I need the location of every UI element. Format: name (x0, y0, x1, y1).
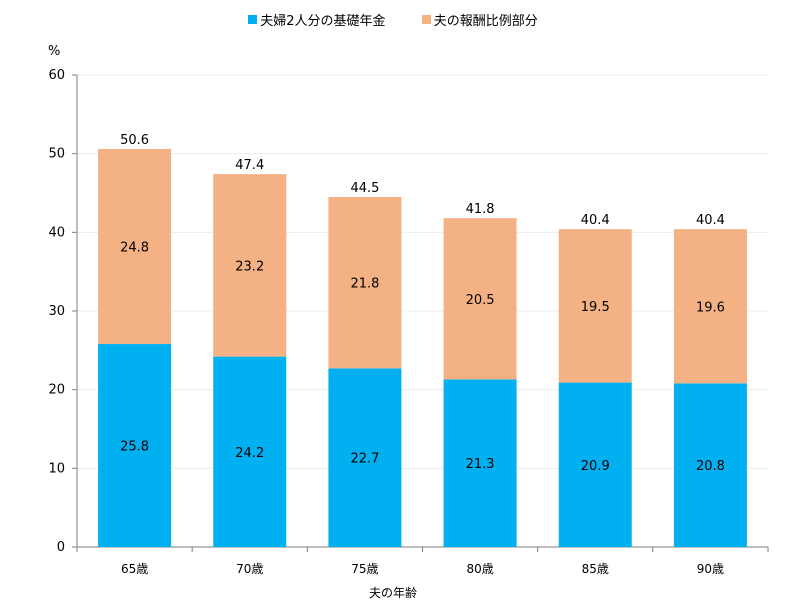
bar-value-label-basic-pension: 25.8 (120, 440, 149, 455)
bar-segment-basic-pension (98, 344, 172, 547)
bar-segment-basic-pension (213, 356, 287, 547)
bar-value-label-basic-pension: 24.2 (235, 446, 264, 461)
bar-total-label: 40.4 (581, 213, 610, 228)
x-tick-label: 75歳 (351, 562, 378, 576)
legend-swatch-basic-pension (248, 15, 258, 24)
x-tick-label: 65歳 (121, 562, 148, 576)
bar-value-label-basic-pension: 22.7 (350, 452, 379, 467)
bar-total-label: 44.5 (350, 181, 379, 196)
y-axis-unit: % (48, 44, 61, 59)
y-tick-label: 50 (48, 147, 65, 162)
bar-value-label-basic-pension: 21.3 (466, 457, 495, 472)
y-tick-label: 30 (48, 304, 65, 319)
bar-total-label: 47.4 (235, 158, 264, 173)
y-tick-label: 40 (48, 225, 65, 240)
bar-total-label: 41.8 (466, 202, 495, 217)
bar-value-label-basic-pension: 20.9 (581, 459, 610, 474)
bar-segment-basic-pension (328, 368, 402, 547)
x-tick-label: 70歳 (236, 562, 263, 576)
bar-segment-earnings-related (213, 174, 287, 357)
bar-segment-basic-pension (673, 383, 747, 547)
bar-value-label-basic-pension: 20.8 (696, 459, 725, 474)
bar-segment-earnings-related (673, 229, 747, 384)
bar-segment-basic-pension (558, 382, 632, 547)
legend: 夫婦2人分の基礎年金 夫の報酬比例部分 (0, 10, 786, 29)
x-axis-title: 夫の年齢 (368, 586, 417, 600)
bar-value-label-earnings-related: 24.8 (120, 240, 149, 255)
legend-label-earnings-related: 夫の報酬比例部分 (433, 14, 538, 29)
y-tick-label: 20 (48, 383, 65, 398)
bar-segment-basic-pension (443, 379, 517, 547)
x-tick-label: 80歳 (466, 562, 493, 576)
bar-segment-earnings-related (443, 218, 517, 380)
legend-label-basic-pension: 夫婦2人分の基礎年金 (260, 14, 386, 29)
legend-swatch-earnings-related (421, 15, 431, 24)
y-tick-label: 60 (48, 68, 65, 83)
bar-segment-earnings-related (328, 196, 402, 369)
x-tick-label: 85歳 (582, 562, 609, 576)
legend-item-earnings-related: 夫の報酬比例部分 (421, 10, 538, 29)
bar-total-label: 50.6 (120, 133, 149, 148)
bar-segment-earnings-related (98, 148, 172, 345)
bar-value-label-earnings-related: 19.5 (581, 300, 610, 315)
bar-value-label-earnings-related: 20.5 (466, 293, 495, 308)
bar-value-label-earnings-related: 23.2 (235, 259, 264, 274)
y-tick-label: 0 (57, 540, 65, 555)
bar-value-label-earnings-related: 21.8 (350, 277, 379, 292)
bar-segment-earnings-related (558, 229, 632, 383)
y-tick-label: 10 (48, 461, 65, 476)
legend-item-basic-pension: 夫婦2人分の基礎年金 (248, 10, 386, 29)
bar-value-label-earnings-related: 19.6 (696, 300, 725, 315)
x-tick-label: 90歳 (697, 562, 724, 576)
bar-total-label: 40.4 (696, 213, 725, 228)
